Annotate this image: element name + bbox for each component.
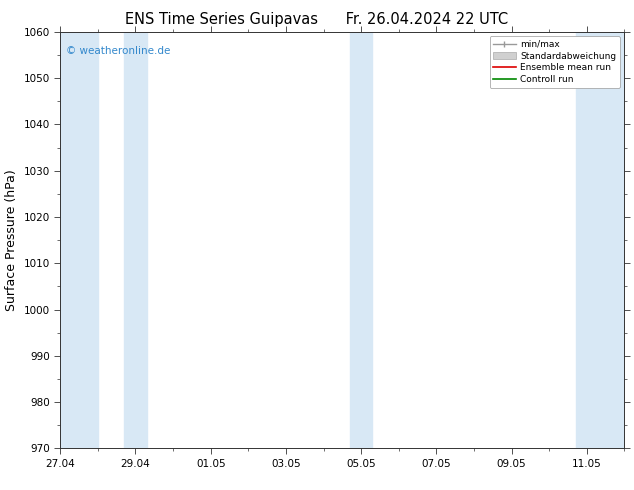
Legend: min/max, Standardabweichung, Ensemble mean run, Controll run: min/max, Standardabweichung, Ensemble me… <box>489 36 620 88</box>
Bar <box>576 32 624 448</box>
Bar <box>60 32 98 448</box>
Y-axis label: Surface Pressure (hPa): Surface Pressure (hPa) <box>5 169 18 311</box>
Text: © weatheronline.de: © weatheronline.de <box>66 47 171 56</box>
Bar <box>124 32 146 448</box>
Text: ENS Time Series Guipavas      Fr. 26.04.2024 22 UTC: ENS Time Series Guipavas Fr. 26.04.2024 … <box>126 12 508 27</box>
Bar <box>350 32 372 448</box>
